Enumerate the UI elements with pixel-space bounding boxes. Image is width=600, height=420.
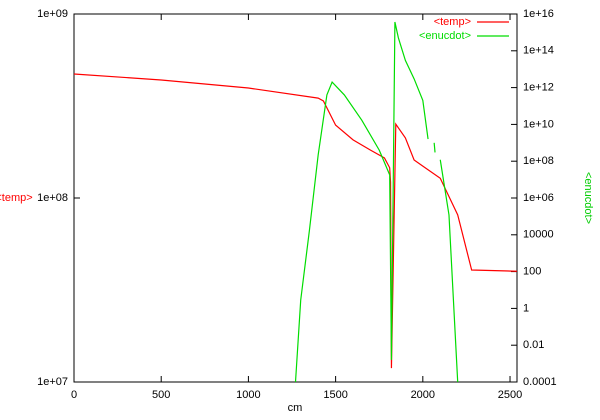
x-tick-label: 1000 — [236, 389, 260, 401]
y-tick-label: 1e+09 — [37, 8, 68, 20]
data-line — [294, 21, 459, 383]
y-tick-label: 1e+07 — [37, 376, 68, 388]
y2-tick-label: 1e+10 — [523, 118, 554, 130]
x-tick-label: 2000 — [411, 389, 435, 401]
y2-tick-label: 1e+06 — [523, 192, 554, 204]
x-tick-label: 500 — [152, 389, 170, 401]
y2-tick-label: 1e+16 — [523, 8, 554, 20]
y2-tick-label: 1e+08 — [523, 155, 554, 167]
plot-frame — [73, 13, 518, 383]
y2-tick-label: 0.0001 — [523, 376, 557, 388]
y2-tick-label: 1 — [523, 302, 529, 314]
legend-label: <enucdot> — [419, 30, 471, 42]
x-tick-label: 1500 — [323, 389, 347, 401]
x-tick-label: 2500 — [498, 389, 522, 401]
y2-axis-label: <enucdot> — [582, 172, 594, 224]
x-axis-label: cm — [288, 402, 303, 414]
data-line — [73, 73, 518, 369]
y2-tick-label: 1e+14 — [523, 45, 554, 57]
legend-label: <temp> — [434, 16, 471, 28]
x-tick-label: 0 — [71, 389, 77, 401]
y2-tick-label: 1e+12 — [523, 82, 554, 94]
y2-tick-label: 100 — [523, 266, 541, 278]
y2-tick-label: 0.01 — [523, 339, 544, 351]
y-tick-label: 1e+08 — [37, 192, 68, 204]
y-axis-label: <temp> — [0, 192, 33, 204]
y2-tick-label: 10000 — [523, 229, 554, 241]
